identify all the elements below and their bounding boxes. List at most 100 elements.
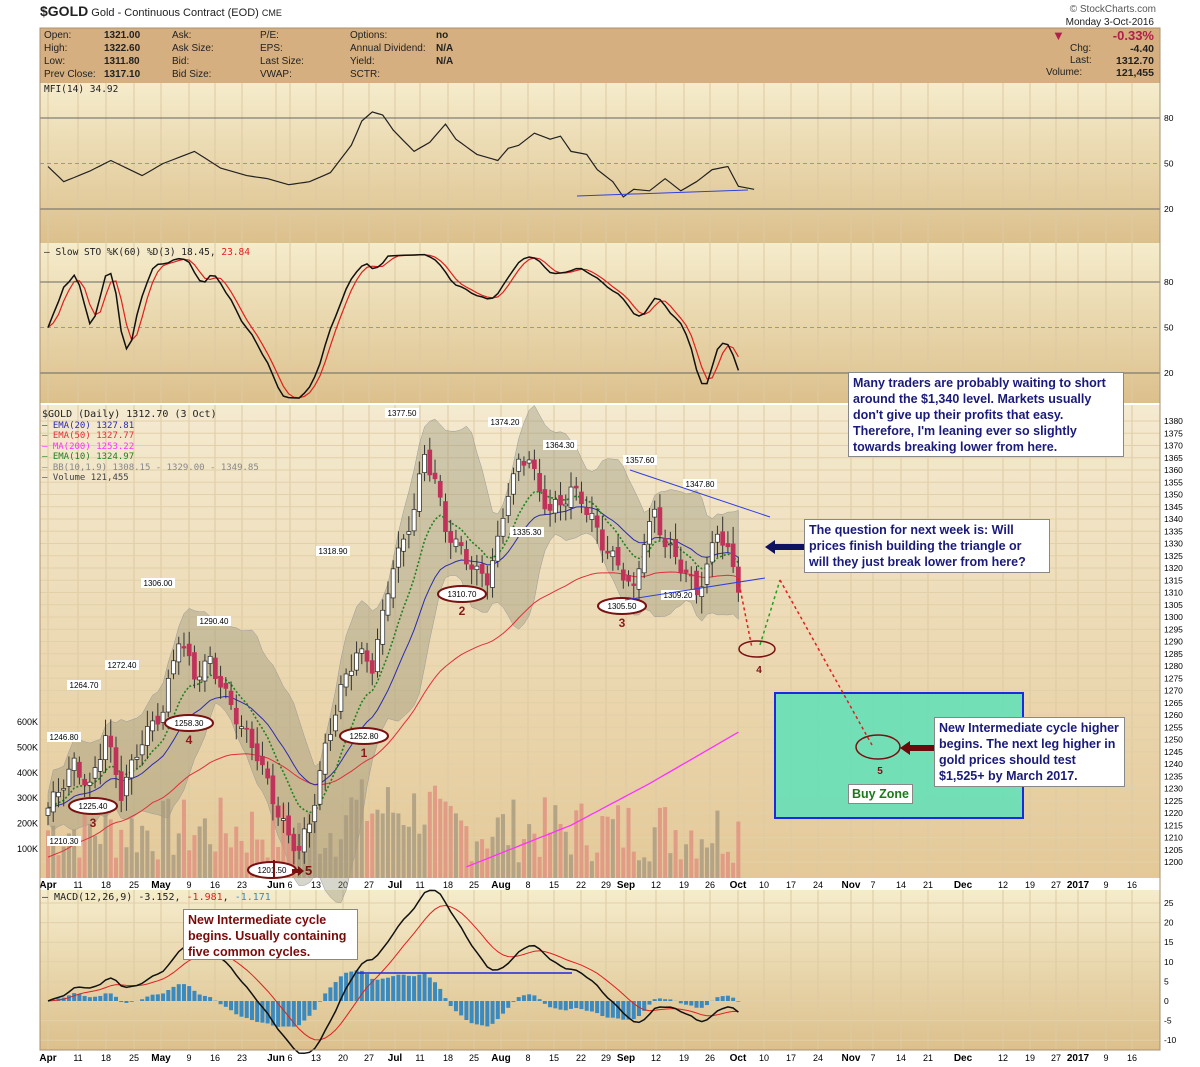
candle [338,684,344,712]
x-tick-label: Sep [617,880,635,891]
volume-bar [438,798,443,878]
y-tick-label: -5 [1164,1016,1172,1026]
macd-histogram-bar [223,1001,228,1007]
volume-bar [501,814,506,878]
macd-histogram-bar [229,1001,234,1011]
volume-bar [401,825,406,878]
header-field-value: no [436,30,449,41]
price-label: 1272.40 [108,661,137,670]
candle [171,660,176,675]
candle [668,543,673,546]
x-tick-label: 27 [1051,1053,1061,1063]
x-tick-label: 11 [73,880,82,890]
projected-cycle-number: 5 [877,766,883,777]
volume-bar [77,857,82,878]
volume-bar [344,815,349,878]
macd-histogram-bar [255,1001,260,1022]
volume-bar [480,839,485,878]
candle [715,533,720,543]
macd-histogram-bar [385,977,390,1001]
volume-bar [427,791,432,878]
macd-histogram-bar [176,984,181,1001]
instrument-name: Gold - Continuous Contract (EOD) [91,7,259,19]
y-tick-label: 1260 [1164,710,1183,720]
y-tick-label: 1220 [1164,808,1183,818]
volume-bar [87,823,92,878]
legend-entry: — Volume 121,455 [42,473,129,483]
volume-bar [464,826,469,878]
last-value: 1312.70 [1116,55,1154,67]
volume-tick-label: 500K [17,742,38,752]
chart-border [39,27,1161,1051]
candle [437,480,443,498]
y-tick-label: 20 [1164,918,1174,928]
volume-bar [124,847,129,878]
macd-histogram-bar [548,1001,553,1008]
x-tick-label: 12 [998,880,1008,890]
macd-histogram-bar [323,993,328,1001]
x-tick-label: May [151,880,171,891]
macd-histogram-bar [574,1001,579,1009]
macd-histogram-bar [333,982,338,1001]
x-tick-label: 14 [896,1053,906,1063]
x-tick-label: 19 [679,1053,689,1063]
price-label-bg [385,408,419,418]
candle [453,538,459,547]
legend-entry: — MA(200) 1253.22 [42,441,135,452]
price-label-bg [623,455,657,465]
volume-bar [710,843,715,878]
projected-low-ellipse [855,734,901,760]
macd-histogram-bar [234,1001,239,1015]
x-tick-label: 21 [923,1053,933,1063]
header-field-label: High: [44,43,68,54]
price-label: 1306.00 [144,579,173,588]
volume-bar [605,816,610,878]
price-label: 1210.30 [50,837,79,846]
candle [484,573,490,586]
candle [563,503,569,507]
volume-bar [349,797,354,878]
x-tick-label: 15 [549,1053,559,1063]
price-label: 1290.40 [200,617,229,626]
x-tick-label: Nov [842,1053,861,1064]
x-tick-label: 6 [287,880,292,890]
y-tick-label: 1320 [1164,563,1183,573]
macd-histogram-bar [155,994,160,1001]
volume-bar [527,824,532,878]
sto-legend: — Slow STO %K(60) %D(3) 18.45, 23.84 [44,247,250,258]
x-tick-label: 18 [101,880,111,890]
y-tick-label: 1270 [1164,686,1183,696]
candle [380,609,386,645]
macd-histogram-bar [140,999,145,1001]
candle [694,570,699,596]
note-short-level: Many traders are probably waiting to sho… [848,372,1124,457]
macd-histogram-bar [77,994,82,1001]
volume-bar [171,854,176,878]
macd-histogram-bar [103,993,108,1001]
volume-bar [699,839,704,878]
mfi-legend: MFI(14) 34.92 [44,84,119,95]
candle [328,734,333,741]
x-tick-label: 8 [525,880,530,890]
volume-bar [359,779,364,878]
candle [401,538,406,552]
price-label-bg [510,527,544,537]
volume-bar [668,853,673,878]
candle [678,559,684,574]
macd-histogram-bar [218,1001,223,1005]
macd-histogram-bar [145,996,150,1001]
x-tick-label: 26 [705,1053,715,1063]
macd-histogram-bar [589,1001,594,1012]
x-tick-label: 22 [576,880,586,890]
x-tick-label: 2017 [1067,1053,1090,1064]
macd-histogram-bar [113,996,118,1001]
candle [720,531,726,546]
volume-bar [678,859,683,878]
cycle-low-ellipse [597,597,647,615]
candle [192,652,197,680]
x-tick-label: 18 [443,880,453,890]
volume-bar [208,844,213,878]
price-label-bg [141,578,175,588]
x-tick-label: 20 [338,1053,348,1063]
buy-zone-label: Buy Zone [848,784,913,804]
